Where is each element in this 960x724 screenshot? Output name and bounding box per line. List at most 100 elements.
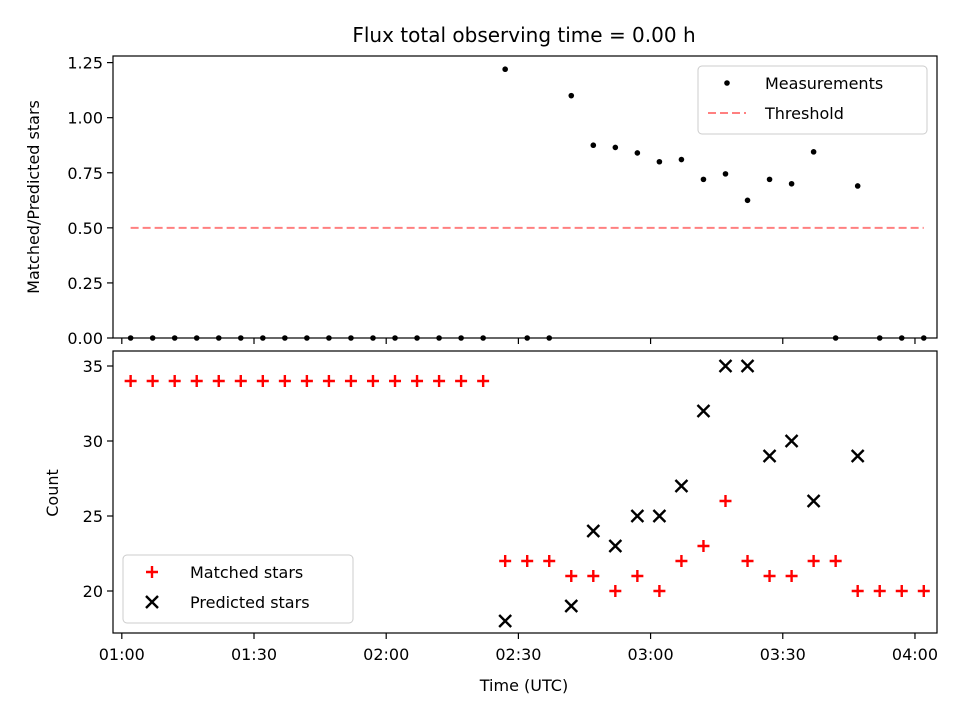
data-point [719,495,732,507]
data-point [810,149,817,155]
plot-layer: 0.00 0.25 0.50 0.75 1.00 1.25 Measurements Thre… [67,54,938,664]
data-point [630,509,645,523]
data-point [433,375,446,387]
data-point [806,494,821,508]
x-tick-label: 03:00 [628,645,674,664]
data-point [477,375,490,387]
data-point [718,359,733,373]
data-point [697,540,710,552]
data-point [499,555,512,567]
data-point [854,183,861,189]
data-point [700,176,707,183]
y-tick-label: 1.00 [67,109,103,128]
data-point [498,614,513,628]
data-point [565,570,578,582]
panel-ratio: 0.00 0.25 0.50 0.75 1.00 1.25 Measurements Thre… [67,54,938,348]
data-point [788,180,795,187]
x-tick-label: 04:00 [892,645,938,664]
legend: Matched stars Predicted stars [122,554,354,624]
data-point [851,585,864,597]
data-point [590,142,597,149]
panel-count: 01:00 01:30 02:00 02:30 03:00 03:30 04:00 20 25 3… [83,350,938,664]
legend-label: Threshold [764,104,844,123]
y-tick-label: 0.50 [67,219,103,238]
chart-title: Flux total observing time = 0.00 h [352,23,695,47]
x-tick-label: 03:30 [760,645,806,664]
y-tick-label: 0.00 [67,329,103,348]
data-point [300,375,313,387]
data-point [674,479,689,493]
legend-label: Measurements [765,74,883,93]
data-point [168,375,181,387]
data-point [675,555,688,567]
data-point [850,449,865,463]
data-point [744,197,751,204]
legend-label: Predicted stars [190,593,310,612]
data-point [722,171,729,177]
data-point [762,449,777,463]
data-point [784,434,799,448]
data-point [521,555,534,567]
data-point [366,375,379,387]
data-point [873,585,886,597]
legend-swatch [145,595,159,609]
series-matched-stars [124,375,930,597]
axes-frame [112,350,938,634]
data-point [608,539,623,553]
data-point [278,375,291,387]
data-point [609,585,622,597]
data-point [344,375,357,387]
axes-frame [112,55,938,339]
data-point [785,570,798,582]
data-point [653,585,666,597]
data-point [256,375,269,387]
data-point [502,66,508,73]
top-y-axis-label: Matched/Predicted stars [24,100,43,294]
data-point [543,555,556,567]
y-tick-label: 1.25 [67,54,103,73]
data-point [741,555,754,567]
legend: Measurements Threshold [697,65,928,135]
bottom-y-axis-label: Count [43,469,62,517]
data-point [411,375,424,387]
data-point [234,375,247,387]
y-tick-label: 25 [83,507,103,526]
data-point [455,375,468,387]
x-axis-label: Time (UTC) [479,676,568,695]
data-point [652,509,667,523]
data-point [631,570,644,582]
x-tick-label: 02:30 [495,645,541,664]
legend-swatch [724,80,730,86]
data-point [322,375,335,387]
y-tick-label: 35 [83,357,103,376]
data-point [389,375,402,387]
series-predicted-stars [498,359,865,628]
y-tick-label: 20 [83,582,103,601]
y-tick-label: 0.75 [67,164,103,183]
data-point [829,555,842,567]
data-point [895,585,908,597]
data-point [564,599,579,613]
data-point [696,404,711,418]
data-point [766,176,773,183]
data-point [678,156,685,163]
data-point [586,524,601,538]
y-tick-label: 0.25 [67,274,103,293]
data-point [634,150,641,156]
x-tick-label: 02:00 [363,645,409,664]
data-point [146,375,159,387]
y-tick-label: 30 [83,432,103,451]
legend-label: Matched stars [190,563,303,582]
legend-box [122,554,354,624]
data-point [740,359,755,373]
data-point [124,375,137,387]
legend-swatch [146,566,158,578]
data-point [763,570,776,582]
x-tick-label: 01:30 [231,645,277,664]
data-point [656,158,663,165]
data-point [587,570,600,582]
data-point [212,375,225,387]
data-point [807,555,820,567]
data-point [568,92,575,99]
